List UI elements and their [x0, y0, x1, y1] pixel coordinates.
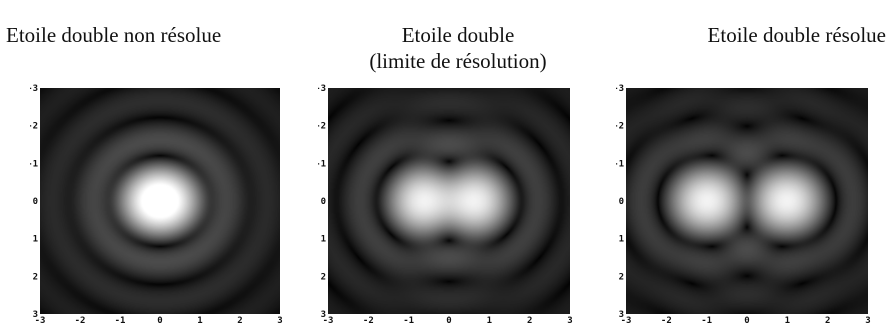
panel-1-ytick-label: 1	[33, 235, 38, 245]
panel-2-xtick-label: -3	[323, 316, 334, 326]
panel-2-y-axis: -3 -2 -1 0 1 2 3	[318, 84, 326, 320]
panel-2-x-axis: -3 -2 -1 0 1 2 3	[323, 316, 573, 326]
panel-1-xtick-label: -1	[115, 316, 126, 326]
panel-1-xtick-label: 0	[157, 316, 162, 326]
panel-3-xtick-label: 2	[825, 316, 830, 326]
panel-3-title: Etoile double résolue	[600, 22, 886, 48]
panel-2-ytick-label: 0	[321, 197, 326, 207]
panel-3-ytick-label: -3	[616, 84, 624, 94]
panel-1-xtick-label: -2	[75, 316, 86, 326]
panel-3-xtick-label: 3	[865, 316, 870, 326]
panel-2-xtick-label: -2	[363, 316, 374, 326]
panel-3-ytick-label: -1	[616, 159, 624, 169]
panel-1-ytick-label: -1	[30, 159, 38, 169]
panel-2-xtick-label: 1	[487, 316, 492, 326]
panel-2-ytick-label: -1	[318, 159, 326, 169]
panel-2-title: Etoile double (limite de résolution)	[308, 22, 608, 74]
panel-3-ytick-label: 3	[619, 310, 624, 320]
panel-3-ytick-label: 0	[619, 197, 624, 207]
panel-2-ytick-label: 1	[321, 235, 326, 245]
panel-1-ytick-label: -3	[30, 84, 38, 94]
panel-2-xtick-label: 0	[446, 316, 451, 326]
panel-1-xtick-label: -3	[35, 316, 46, 326]
panel-1-airy-image: -3 -2 -1 0 1 2 3 -3 -2 -1 0 1 2 3	[30, 84, 283, 326]
panel-3-title-line-1: Etoile double résolue	[707, 23, 886, 47]
panel-3-xtick-label: -3	[621, 316, 632, 326]
panel-3-xtick-label: 0	[744, 316, 749, 326]
panel-3-ytick-label: -2	[616, 122, 624, 132]
panel-1-y-axis: -3 -2 -1 0 1 2 3	[30, 84, 38, 320]
panel-3-x-axis: -3 -2 -1 0 1 2 3	[621, 316, 871, 326]
panel-1-ytick-label: 0	[33, 197, 38, 207]
panel-2-diffraction-pattern	[328, 88, 570, 314]
panel-1-xtick-label: 1	[197, 316, 202, 326]
panel-1-xtick-label: 2	[237, 316, 242, 326]
panel-2-ytick-label: -3	[318, 84, 326, 94]
panel-3-xtick-label: 1	[785, 316, 790, 326]
panel-3-airy-image: -3 -2 -1 0 1 2 3 -3 -2 -1 0 1 2 3	[616, 84, 871, 326]
panel-3-diffraction-pattern	[626, 88, 868, 314]
panel-2-title-line-1: Etoile double	[401, 23, 515, 47]
panel-2-ytick-label: 2	[321, 272, 326, 282]
panel-1-diffraction-pattern	[40, 88, 280, 314]
panel-3-ytick-label: 1	[619, 235, 624, 245]
panel-1-x-axis: -3 -2 -1 0 1 2 3	[35, 316, 283, 326]
panel-3-ytick-label: 2	[619, 272, 624, 282]
panel-2-xtick-label: -1	[403, 316, 414, 326]
panel-1-ytick-label: -2	[30, 122, 38, 132]
panel-2-airy-image: -3 -2 -1 0 1 2 3 -3 -2 -1 0 1 2 3	[318, 84, 573, 326]
panel-1-xtick-label: 3	[277, 316, 282, 326]
panel-1-title-line-1: Etoile double non résolue	[6, 23, 222, 47]
panel-1-ytick-label: 3	[33, 310, 38, 320]
panel-2-xtick-label: 3	[567, 316, 572, 326]
panel-2-xtick-label: 2	[527, 316, 532, 326]
panel-3-xtick-label: -2	[661, 316, 672, 326]
panel-3-xtick-label: -1	[701, 316, 712, 326]
panel-1-title: Etoile double non résolue	[6, 22, 306, 48]
panel-3-y-axis: -3 -2 -1 0 1 2 3	[616, 84, 624, 320]
panel-2-ytick-label: -2	[318, 122, 326, 132]
panel-1-ytick-label: 2	[33, 272, 38, 282]
panel-2-ytick-label: 3	[321, 310, 326, 320]
panel-2-title-line-2: (limite de résolution)	[369, 49, 547, 73]
